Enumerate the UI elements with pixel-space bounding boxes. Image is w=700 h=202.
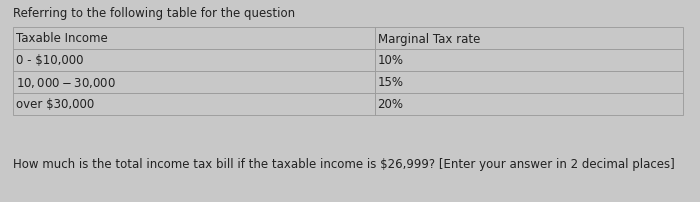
Text: Marginal Tax rate: Marginal Tax rate bbox=[377, 32, 480, 45]
Bar bbox=[374, 50, 682, 72]
Text: 20%: 20% bbox=[377, 98, 403, 111]
Bar bbox=[13, 28, 375, 50]
Bar bbox=[13, 50, 375, 72]
Text: 15%: 15% bbox=[377, 76, 403, 89]
Bar bbox=[374, 94, 682, 115]
Text: 0 - $10,000: 0 - $10,000 bbox=[15, 54, 83, 67]
Bar bbox=[13, 94, 375, 115]
Text: over $30,000: over $30,000 bbox=[15, 98, 94, 111]
Text: How much is the total income tax bill if the taxable income is $26,999? [Enter y: How much is the total income tax bill if… bbox=[13, 157, 674, 170]
Text: 10%: 10% bbox=[377, 54, 403, 67]
Bar bbox=[374, 28, 682, 50]
Bar bbox=[374, 72, 682, 94]
Text: Referring to the following table for the question: Referring to the following table for the… bbox=[13, 7, 295, 20]
Text: Taxable Income: Taxable Income bbox=[15, 32, 107, 45]
Text: $10,000 - $30,000: $10,000 - $30,000 bbox=[15, 76, 116, 89]
Bar bbox=[13, 72, 375, 94]
